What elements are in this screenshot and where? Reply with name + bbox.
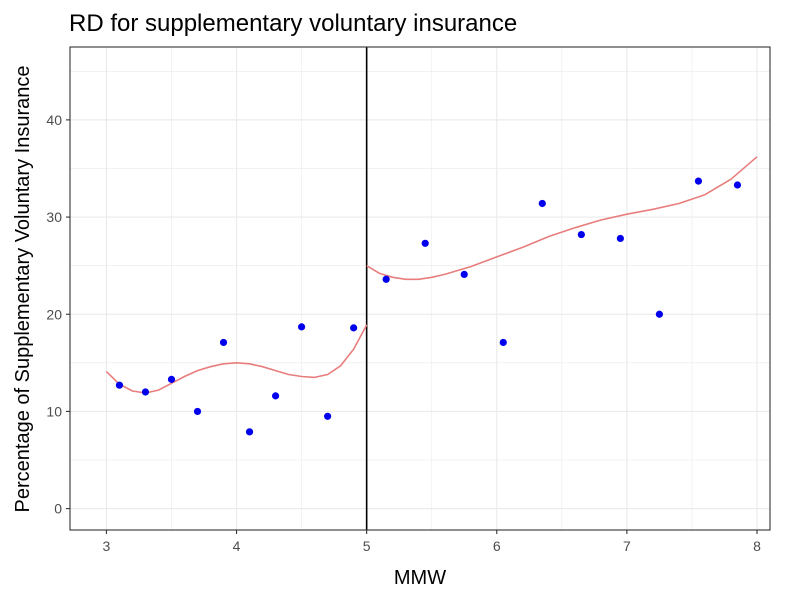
- x-tick-label: 5: [363, 538, 371, 554]
- x-tick-label: 7: [623, 538, 631, 554]
- data-point: [577, 230, 585, 239]
- y-tick-label: 0: [54, 501, 62, 517]
- data-point: [141, 388, 150, 396]
- x-tick-label: 6: [493, 538, 501, 554]
- data-point: [694, 177, 703, 185]
- x-tick-label: 8: [753, 538, 761, 554]
- y-tick-label: 40: [46, 112, 62, 128]
- data-point: [382, 275, 390, 283]
- data-point: [193, 407, 202, 416]
- chart-title: RD for supplementary voluntary insurance: [69, 10, 517, 37]
- data-point: [324, 412, 332, 420]
- y-axis-ticks: 0 10 20 30 40: [46, 112, 70, 517]
- x-axis-title: MMW: [394, 567, 446, 589]
- data-point: [616, 234, 624, 243]
- data-point: [271, 392, 280, 400]
- data-point: [245, 428, 254, 436]
- x-axis-ticks: 3 4 5 6 7 8: [103, 530, 761, 554]
- data-point: [167, 375, 176, 383]
- y-tick-label: 20: [46, 306, 62, 322]
- data-point: [733, 181, 742, 189]
- data-point: [538, 199, 546, 208]
- data-point: [297, 323, 306, 331]
- data-point: [460, 270, 468, 279]
- panel-border: [69, 46, 771, 531]
- fit-curves: [105, 156, 758, 394]
- x-tick-label: 4: [233, 538, 241, 554]
- data-point: [350, 324, 358, 332]
- fit-curve-left: [105, 324, 368, 394]
- data-point: [219, 338, 228, 347]
- data-point: [499, 338, 507, 347]
- y-tick-label: 30: [46, 209, 62, 225]
- data-point: [655, 310, 664, 318]
- y-tick-label: 10: [46, 403, 62, 419]
- fit-curve-right: [366, 156, 758, 281]
- data-point: [115, 381, 124, 389]
- data-point: [421, 239, 429, 247]
- grid-lines: [70, 47, 770, 530]
- x-tick-label: 3: [103, 538, 111, 554]
- data-points: [115, 177, 742, 436]
- y-axis-title: Percentage of Supplementary Voluntary In…: [12, 66, 34, 513]
